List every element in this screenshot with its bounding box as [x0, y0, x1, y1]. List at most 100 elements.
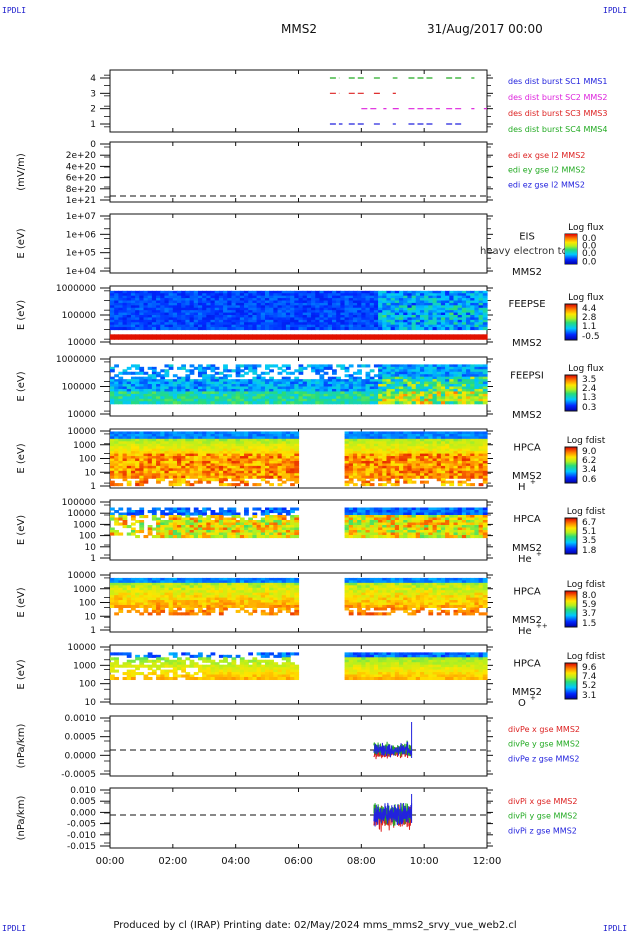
spectrogram-cell [223, 319, 228, 323]
spectrogram-cell [352, 334, 358, 338]
spectrogram-cell [126, 436, 132, 440]
spectrogram-cell [239, 470, 245, 474]
spectrogram-cell [386, 388, 392, 393]
spectrogram-cell [407, 376, 413, 380]
spectrogram-cell [399, 381, 404, 385]
spectrogram-cell [449, 401, 455, 405]
spectrogram-cell [482, 463, 488, 467]
spectrogram-cell [139, 386, 145, 390]
spectrogram-cell [482, 436, 488, 440]
spectrogram-cell [445, 388, 450, 393]
spectrogram-cell [210, 475, 216, 479]
spectrogram-cell [285, 465, 291, 469]
spectrogram-cell [197, 443, 203, 447]
spectrogram-cell [445, 451, 450, 455]
spectrogram-cell [231, 396, 237, 400]
spectrogram-cell [386, 470, 392, 474]
spectrogram-cell [411, 451, 417, 455]
spectrogram-cell [264, 384, 270, 388]
spectrogram-cell [244, 393, 249, 397]
spectrogram-cell [348, 401, 354, 405]
spectrogram-cell [432, 364, 438, 368]
spectrogram-cell [264, 388, 270, 393]
spectrogram-cell [369, 295, 375, 299]
spectrogram-cell [361, 433, 367, 437]
spectrogram-cell [369, 324, 375, 328]
spectrogram-cell [122, 446, 128, 450]
spectrogram-cell [151, 512, 157, 516]
spectrogram-cell [445, 384, 450, 388]
spectrogram-cell [466, 293, 471, 297]
spectrogram-cell [298, 334, 304, 338]
spectrogram-cell [327, 295, 333, 299]
spectrogram-cell [264, 456, 270, 460]
spectrogram-cell [126, 336, 132, 340]
spectrogram-cell [403, 305, 409, 309]
spectrogram-cell [239, 315, 245, 319]
spectrogram-cell [411, 463, 417, 467]
spectrogram-cell [382, 290, 388, 294]
spectrogram-cell [294, 475, 300, 479]
spectrogram-cell [202, 312, 207, 316]
spectrogram-cell [206, 451, 212, 455]
spectrogram-cell [419, 379, 425, 383]
spectrogram-cell [185, 451, 191, 455]
spectrogram-cell [352, 458, 358, 462]
spectrogram-cell [168, 512, 174, 516]
spectrogram-cell [273, 396, 279, 400]
spectrogram-cell [231, 401, 237, 405]
spectrogram-cell [244, 386, 249, 390]
spectrogram-cell [273, 436, 279, 440]
spectrogram-cell [357, 431, 362, 435]
spectrogram-cell [197, 295, 203, 299]
spectrogram-cell [348, 453, 354, 457]
spectrogram-cell [156, 391, 161, 395]
spectrogram-cell [424, 388, 429, 393]
spectrogram-cell [122, 515, 128, 519]
spectrogram-cell [135, 473, 140, 477]
spectrogram-cell [419, 458, 425, 462]
spectrogram-cell [130, 468, 136, 472]
spectrogram-cell [378, 446, 383, 450]
spectrogram-cell [348, 468, 354, 472]
spectrogram-cell [118, 391, 124, 395]
spectrogram-cell [114, 312, 119, 316]
spectrogram-cell [470, 334, 476, 338]
spectrogram-cell [294, 441, 300, 445]
spectrogram-cell [118, 401, 124, 405]
spectrogram-cell [273, 312, 279, 316]
spectrogram-cell [126, 510, 132, 514]
spectrogram-cell [428, 398, 434, 402]
spectrogram-cell [386, 305, 392, 309]
spectrogram-cell [151, 456, 157, 460]
spectrogram-cell [164, 525, 170, 529]
spectrogram-cell [352, 436, 358, 440]
spectrogram-cell [365, 315, 371, 319]
spectrogram-cell [348, 391, 354, 395]
spectrogram-cell [474, 470, 480, 474]
spectrogram-cell [168, 525, 174, 529]
spectrogram-cell [298, 315, 304, 319]
spectrogram-cell [214, 448, 220, 452]
spectrogram-cell [419, 290, 425, 294]
spectrogram-cell [248, 433, 254, 437]
spectrogram-cell [210, 431, 216, 435]
spectrogram-cell [223, 369, 228, 373]
spectrogram-cell [319, 315, 325, 319]
spectrogram-cell [227, 431, 233, 435]
spectrogram-cell [344, 391, 350, 395]
spectrogram-cell [436, 465, 442, 469]
spectrogram-cell [114, 530, 119, 534]
spectrogram-cell [470, 443, 476, 447]
spectrogram-cell [357, 307, 362, 311]
spectrogram-cell [348, 322, 354, 326]
spectrogram-cell [357, 468, 362, 472]
spectrogram-cell [386, 456, 392, 460]
spectrogram-cell [407, 468, 413, 472]
spectrogram-cell [306, 401, 312, 405]
spectrogram-cell [147, 317, 153, 321]
spectrogram-cell [290, 336, 295, 340]
spectrogram-cell [206, 470, 212, 474]
spectrogram-cell [281, 327, 287, 331]
spectrogram-cell [424, 460, 429, 465]
